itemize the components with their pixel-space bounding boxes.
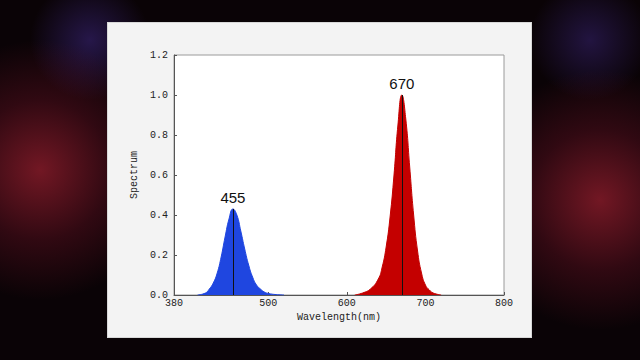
svg-text:1.0: 1.0 xyxy=(150,90,168,101)
svg-text:670: 670 xyxy=(389,75,414,92)
svg-text:0.8: 0.8 xyxy=(150,130,168,141)
svg-text:0.2: 0.2 xyxy=(150,250,168,261)
svg-text:Spectrum: Spectrum xyxy=(129,151,140,199)
svg-text:455: 455 xyxy=(220,189,245,206)
svg-text:1.2: 1.2 xyxy=(150,50,168,61)
svg-text:600: 600 xyxy=(338,298,356,309)
svg-text:500: 500 xyxy=(259,298,277,309)
svg-text:700: 700 xyxy=(416,298,434,309)
svg-text:380: 380 xyxy=(165,298,183,309)
svg-text:0.0: 0.0 xyxy=(150,289,168,301)
svg-text:0.6: 0.6 xyxy=(150,170,168,181)
svg-text:0.4: 0.4 xyxy=(150,210,168,221)
svg-text:800: 800 xyxy=(495,298,513,309)
svg-text:Wavelength(nm): Wavelength(nm) xyxy=(297,312,381,323)
